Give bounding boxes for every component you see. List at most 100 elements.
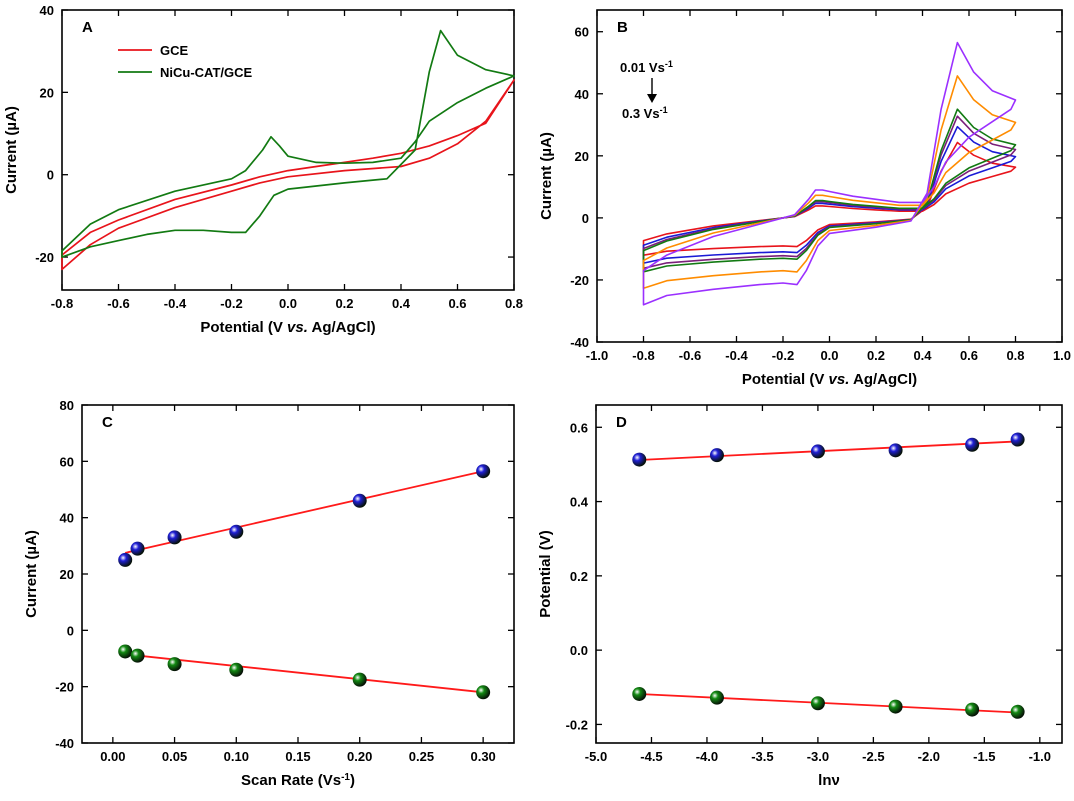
panel-label: D — [616, 414, 627, 431]
y-tick-label: 60 — [575, 25, 589, 40]
data-point — [888, 699, 903, 714]
x-tick-label: -3.0 — [807, 749, 829, 764]
fit-line — [125, 653, 484, 694]
y-tick-label: 20 — [60, 567, 74, 582]
y-tick-label: -20 — [55, 680, 74, 695]
data-point — [130, 648, 145, 663]
x-tick-label: 0.2 — [867, 348, 885, 363]
x-tick-label: -1.0 — [1029, 749, 1051, 764]
y-tick-label: 60 — [60, 454, 74, 469]
y-tick-label: 40 — [40, 3, 54, 18]
x-tick-label: -0.8 — [632, 348, 654, 363]
panel-label: C — [102, 414, 113, 431]
data-point — [888, 443, 903, 458]
data-point — [965, 437, 980, 452]
data-point — [965, 702, 980, 717]
y-tick-label: 0.4 — [570, 495, 589, 510]
y-tick-label: 0.6 — [570, 420, 588, 435]
panel-label: A — [82, 19, 93, 36]
legend-label: NiCu-CAT/GCE — [160, 65, 253, 80]
x-label-part: Ag/AgCl) — [849, 371, 917, 388]
data-point — [118, 552, 133, 567]
y-tick-label: -40 — [570, 335, 589, 350]
y-tick-label: -20 — [570, 273, 589, 288]
x-tick-label: -0.6 — [679, 348, 701, 363]
x-axis-label: lnν — [818, 772, 840, 789]
x-tick-label: 0.0 — [820, 348, 838, 363]
x-tick-label: -5.0 — [585, 749, 607, 764]
y-axis-label: Current (µA) — [538, 132, 555, 220]
cv-curve-scan-rate — [642, 75, 1017, 290]
y-tick-label: -0.2 — [566, 717, 588, 732]
data-point — [810, 444, 825, 459]
data-point — [130, 541, 145, 556]
x-label-part: Potential (V — [200, 319, 287, 336]
x-label-sup: -1 — [341, 772, 350, 783]
x-tick-label: 0.00 — [100, 749, 125, 764]
data-point — [476, 685, 491, 700]
x-tick-label: 0.2 — [335, 296, 353, 311]
label-part: 0.3 Vs — [622, 106, 660, 121]
panel-b: -1.0 -0.8 -0.6 -0.4 -0.2 0.0 0.2 0.4 0.6 0.8 1.0 -4… — [538, 9, 1071, 388]
data-point — [229, 524, 244, 539]
x-tick-label: 0.15 — [285, 749, 310, 764]
x-tick-label: 0.4 — [392, 296, 411, 311]
x-tick-label: 0.8 — [1006, 348, 1024, 363]
y-tick-label: 20 — [575, 149, 589, 164]
x-tick-label: -1.5 — [973, 749, 995, 764]
x-tick-label: 0.20 — [347, 749, 372, 764]
y-axis-label: Current (µA) — [3, 106, 20, 194]
x-tick-label: -0.4 — [725, 348, 748, 363]
x-tick-label: -4.0 — [696, 749, 718, 764]
fit-line — [639, 693, 1018, 714]
data-point — [167, 657, 182, 672]
y-tick-label: 0.0 — [570, 643, 588, 658]
y-axis-label: Potential (V) — [537, 530, 554, 618]
data-point — [476, 464, 491, 479]
scan-rate-end-label: 0.3 Vs-1 — [622, 105, 668, 121]
x-tick-label: -1.0 — [586, 348, 608, 363]
x-label-part: Scan Rate (Vs — [241, 772, 341, 789]
x-axis-label: Potential (V vs. Ag/AgCl) — [200, 319, 375, 336]
data-point — [709, 690, 724, 705]
plot-frame — [595, 404, 1063, 744]
data-point — [709, 448, 724, 463]
x-label-italic: vs. — [287, 319, 308, 336]
data-point — [167, 530, 182, 545]
data-point — [632, 452, 647, 467]
cv-curve-scan-rate — [642, 41, 1017, 306]
y-tick-label: -20 — [35, 250, 54, 265]
x-tick-label: -0.2 — [220, 296, 242, 311]
panel-a: -0.8 -0.6 -0.4 -0.2 0.0 0.2 0.4 0.6 0.8 -20 0 20 40 A… — [3, 3, 523, 336]
y-tick-label: 0 — [47, 168, 54, 183]
legend-label: GCE — [160, 43, 189, 58]
data-point — [352, 672, 367, 687]
x-label-part: Ag/AgCl) — [308, 319, 376, 336]
x-tick-label: -2.5 — [862, 749, 884, 764]
x-tick-label: 0.0 — [279, 296, 297, 311]
y-tick-label: 0 — [582, 211, 589, 226]
plot-frame — [81, 404, 515, 744]
panel-c: 0.00 0.05 0.10 0.15 0.20 0.25 0.30 -40 -20 0 20 40 6… — [23, 398, 515, 790]
panel-d: -5.0 -4.5 -4.0 -3.5 -3.0 -2.5 -2.0 -1.5 -1.0 -0.2… — [537, 404, 1063, 789]
data-point — [118, 644, 133, 659]
x-tick-label: 0.05 — [162, 749, 187, 764]
x-axis-label: Scan Rate (Vs-1) — [241, 772, 355, 790]
x-tick-label: -3.5 — [751, 749, 773, 764]
x-tick-label: -0.2 — [772, 348, 794, 363]
arrow-head-icon — [647, 94, 657, 103]
x-tick-label: -0.6 — [107, 296, 129, 311]
y-tick-label: -40 — [55, 736, 74, 751]
data-point — [229, 662, 244, 677]
fit-line — [124, 470, 484, 554]
cv-curve-nicu-cat-gce — [61, 29, 515, 258]
label-sup: -1 — [665, 59, 673, 69]
data-point — [352, 493, 367, 508]
x-axis-label: Potential (V vs. Ag/AgCl) — [742, 371, 917, 388]
cv-curve-scan-rate — [642, 141, 1017, 256]
x-tick-label: -0.8 — [51, 296, 73, 311]
x-tick-label: -0.4 — [164, 296, 187, 311]
data-point — [1010, 704, 1025, 719]
x-tick-label: 1.0 — [1053, 348, 1071, 363]
x-tick-label: 0.25 — [409, 749, 434, 764]
